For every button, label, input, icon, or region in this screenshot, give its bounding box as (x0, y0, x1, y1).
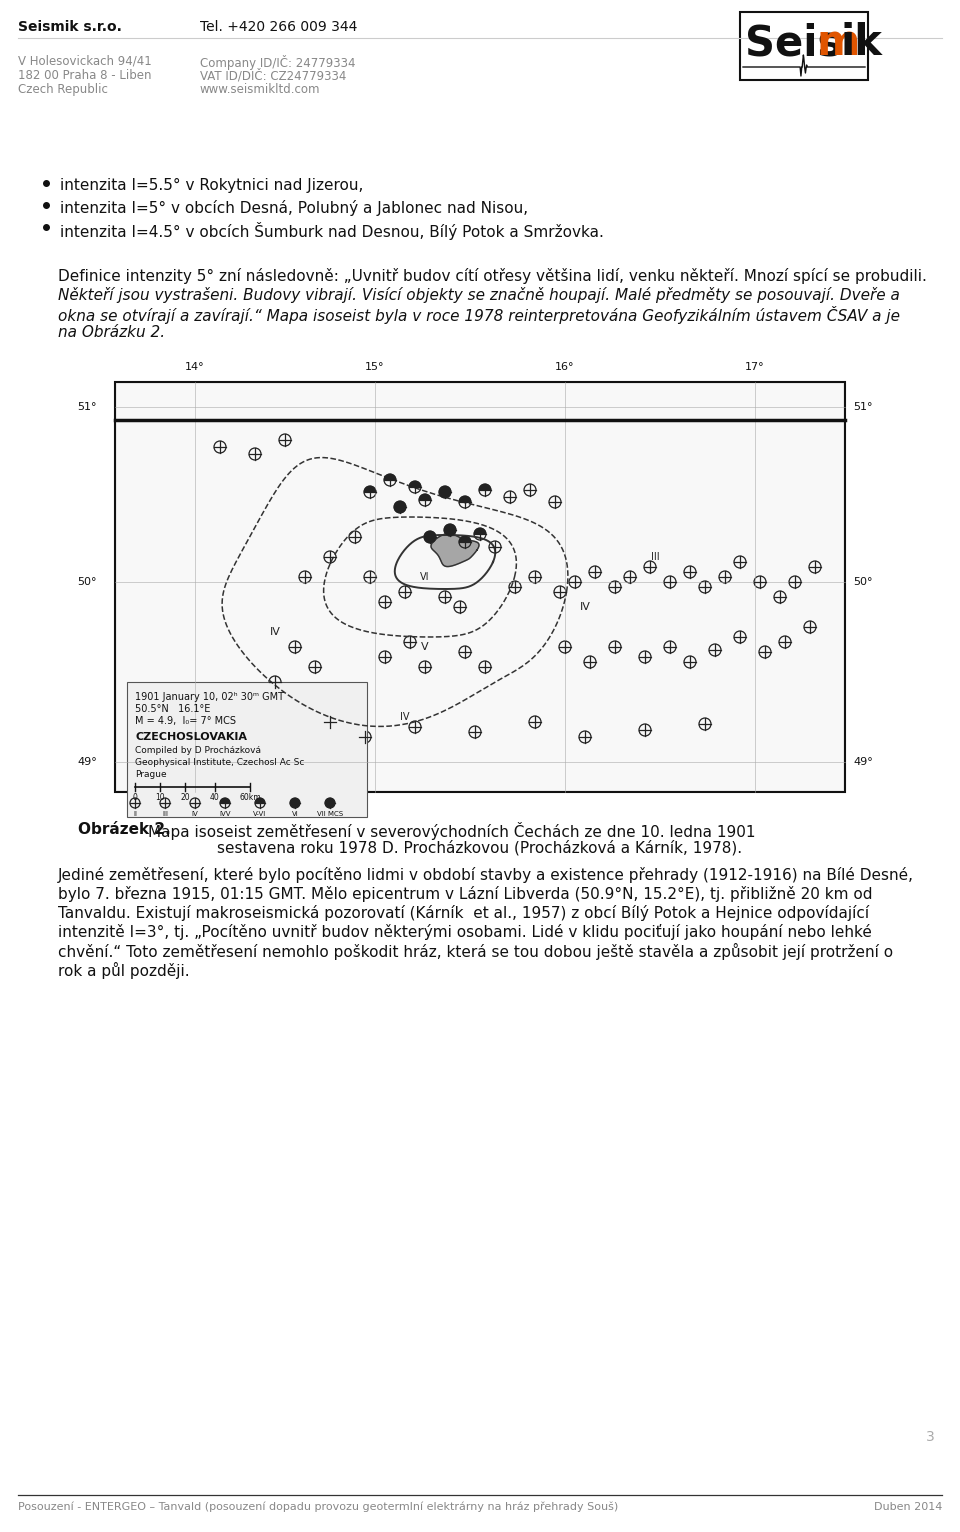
Text: Seis: Seis (745, 21, 842, 64)
Text: Obrázek 2.: Obrázek 2. (78, 823, 171, 836)
Text: Compiled by D Procházková: Compiled by D Procházková (135, 746, 261, 755)
Text: VI: VI (292, 810, 299, 817)
Text: III: III (162, 810, 168, 817)
Text: 51°: 51° (853, 401, 873, 412)
Text: III: III (651, 552, 660, 562)
Text: 15°: 15° (365, 362, 385, 372)
Text: 3: 3 (926, 1429, 935, 1445)
Text: www.seismikltd.com: www.seismikltd.com (200, 83, 321, 97)
Text: 60km: 60km (239, 794, 261, 801)
Wedge shape (460, 496, 470, 502)
Text: V: V (421, 642, 429, 653)
Text: 10: 10 (156, 794, 165, 801)
Text: rok a půl později.: rok a půl později. (58, 962, 190, 979)
Text: intenzita I=5.5° v Rokytnici nad Jizerou,: intenzita I=5.5° v Rokytnici nad Jizerou… (60, 178, 364, 193)
Text: 50.5°N   16.1°E: 50.5°N 16.1°E (135, 705, 210, 714)
Text: 16°: 16° (555, 362, 575, 372)
Text: Jediné zemětřesení, které bylo pocítěno lidmi v období stavby a existence přehra: Jediné zemětřesení, které bylo pocítěno … (58, 867, 914, 882)
Circle shape (291, 798, 300, 807)
Text: na Obrázku 2.: na Obrázku 2. (58, 325, 165, 340)
Text: Tel. +420 266 009 344: Tel. +420 266 009 344 (200, 20, 357, 34)
Text: V Holesovickach 94/41: V Holesovickach 94/41 (18, 55, 152, 67)
Text: 0: 0 (132, 794, 137, 801)
Text: Czech Republic: Czech Republic (18, 83, 108, 97)
Text: Definice intenzity 5° zní následovně: „Uvnitř budov cítí otřesy většina lidí, ve: Definice intenzity 5° zní následovně: „U… (58, 268, 926, 283)
Text: Někteří jsou vystrašeni. Budovy vibrají. Visící objekty se značně houpají. Malé : Někteří jsou vystrašeni. Budovy vibrají.… (58, 286, 900, 303)
Text: ik: ik (840, 21, 882, 64)
Text: VAT ID/DIČ: CZ24779334: VAT ID/DIČ: CZ24779334 (200, 69, 347, 83)
Bar (127, 682, 367, 817)
Text: intenzita I=5° v obcích Desná, Polubný a Jablonec nad Nisou,: intenzita I=5° v obcích Desná, Polubný a… (60, 201, 528, 216)
Text: bylo 7. března 1915, 01:15 GMT. Mělo epicentrum v Lázní Libverda (50.9°N, 15.2°E: bylo 7. března 1915, 01:15 GMT. Mělo epi… (58, 885, 873, 902)
Text: IVV: IVV (219, 810, 230, 817)
Text: intenzitě I=3°, tj. „Pocítěno uvnitř budov některými osobami. Lidé v klidu pociť: intenzitě I=3°, tj. „Pocítěno uvnitř bud… (58, 924, 872, 941)
Wedge shape (460, 536, 470, 542)
Bar (117, 385, 843, 791)
Text: 182 00 Praha 8 - Liben: 182 00 Praha 8 - Liben (18, 69, 152, 83)
Wedge shape (474, 529, 486, 535)
Text: Tanvaldu. Existují makroseismická pozorovatí (Kárník  et al., 1957) z obcí Bílý : Tanvaldu. Existují makroseismická pozoro… (58, 905, 869, 921)
Text: 20: 20 (180, 794, 190, 801)
Wedge shape (479, 484, 491, 490)
Text: Geophysical Institute, Czechosl Ac Sc: Geophysical Institute, Czechosl Ac Sc (135, 758, 304, 768)
Text: Seismik s.r.o.: Seismik s.r.o. (18, 20, 122, 34)
Text: Posouzení - ENTERGEO – Tanvald (posouzení dopadu provozu geotermlní elektrárny n: Posouzení - ENTERGEO – Tanvald (posouzen… (18, 1501, 618, 1512)
Text: 51°: 51° (78, 401, 97, 412)
Text: VII MCS: VII MCS (317, 810, 343, 817)
Text: CZECHOSLOVAKIA: CZECHOSLOVAKIA (135, 732, 247, 741)
Text: M = 4.9,  I₀= 7° MCS: M = 4.9, I₀= 7° MCS (135, 715, 236, 726)
Bar (115, 381, 845, 792)
Text: IV: IV (192, 810, 199, 817)
Text: 49°: 49° (77, 757, 97, 768)
Text: okna se otvírají a zavírají.“ Mapa isoseist byla v roce 1978 reinterpretována Ge: okna se otvírají a zavírají.“ Mapa isose… (58, 306, 900, 323)
Circle shape (325, 798, 334, 807)
Text: V-VI: V-VI (253, 810, 267, 817)
Bar (740, 12, 868, 80)
Text: IV: IV (400, 712, 410, 722)
Text: 14°: 14° (185, 362, 204, 372)
Wedge shape (221, 798, 229, 803)
Text: chvění.“ Toto zemětřesení nemohlo poškodit hráz, která se tou dobou ještě stavěl: chvění.“ Toto zemětřesení nemohlo poškod… (58, 944, 893, 961)
Circle shape (395, 501, 405, 513)
Text: m: m (817, 21, 860, 64)
Circle shape (444, 524, 455, 536)
Text: 49°: 49° (853, 757, 873, 768)
Wedge shape (410, 481, 420, 487)
Text: 50°: 50° (853, 578, 873, 587)
Wedge shape (385, 475, 396, 480)
Text: Prague: Prague (135, 771, 167, 778)
Wedge shape (365, 487, 375, 492)
Wedge shape (255, 798, 265, 803)
Text: 1901 January 10, 02ʰ 30ᵐ GMT: 1901 January 10, 02ʰ 30ᵐ GMT (135, 692, 284, 702)
Text: Mapa isoseist zemětřesení v severovýchodních Čechách ze dne 10. ledna 1901: Mapa isoseist zemětřesení v severovýchod… (148, 823, 756, 840)
Text: 40: 40 (210, 794, 220, 801)
Text: VI: VI (420, 571, 430, 582)
Text: IV: IV (580, 602, 590, 611)
Wedge shape (420, 495, 430, 499)
Circle shape (424, 532, 436, 542)
Text: II: II (133, 810, 137, 817)
Text: sestavena roku 1978 D. Procházkovou (Procházková a Kárník, 1978).: sestavena roku 1978 D. Procházkovou (Pro… (217, 840, 743, 855)
Circle shape (440, 487, 450, 498)
Text: IV: IV (270, 627, 280, 637)
Text: intenzita I=4.5° v obcích Šumburk nad Desnou, Bílý Potok a Smržovka.: intenzita I=4.5° v obcích Šumburk nad De… (60, 222, 604, 241)
Text: Duben 2014: Duben 2014 (874, 1501, 942, 1512)
Text: 17°: 17° (745, 362, 765, 372)
Text: Company ID/IČ: 24779334: Company ID/IČ: 24779334 (200, 55, 355, 70)
Text: 50°: 50° (78, 578, 97, 587)
Polygon shape (431, 533, 479, 567)
